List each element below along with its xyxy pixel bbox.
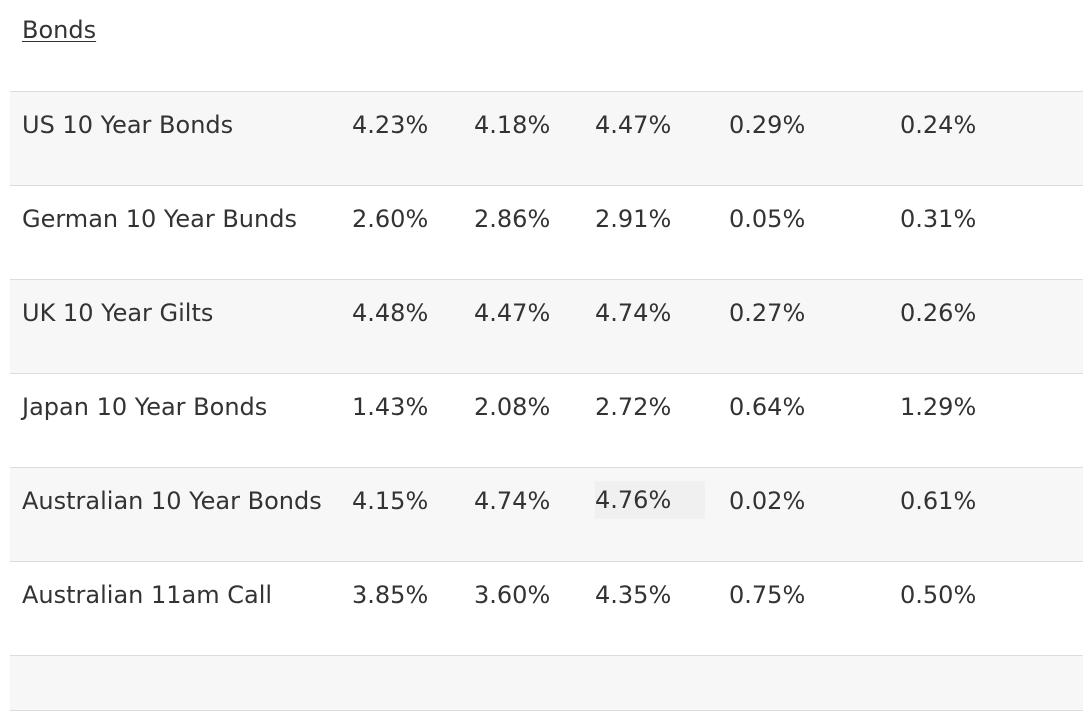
bond-value-col4: 0.64% bbox=[729, 393, 806, 421]
bond-value-col3: 4.47% bbox=[595, 111, 672, 139]
bond-value-col4: 0.27% bbox=[729, 299, 806, 327]
bond-value-col1: 4.15% bbox=[352, 487, 429, 515]
bonds-section-link[interactable]: Bonds bbox=[22, 16, 97, 44]
bond-value-col3: 2.91% bbox=[595, 205, 672, 233]
table-row: German 10 Year Bunds 2.60% 2.86% 2.91% 0… bbox=[10, 185, 1083, 279]
bond-name: German 10 Year Bunds bbox=[22, 205, 297, 233]
bond-name: US 10 Year Bonds bbox=[22, 111, 234, 139]
bond-value-col3-hovered: 4.76% bbox=[595, 481, 705, 519]
bond-value-col4: 0.05% bbox=[729, 205, 806, 233]
bond-value-col2: 3.60% bbox=[474, 581, 551, 609]
bond-value-col1: 2.60% bbox=[352, 205, 429, 233]
bond-value-col1: 3.85% bbox=[352, 581, 429, 609]
bond-value-col4: 0.75% bbox=[729, 581, 806, 609]
bond-value-col1: 1.43% bbox=[352, 393, 429, 421]
bond-value-col3: 4.74% bbox=[595, 299, 672, 327]
bond-name: Australian 11am Call bbox=[22, 581, 273, 609]
bond-value-col2: 2.08% bbox=[474, 393, 551, 421]
bond-value-col2: 4.74% bbox=[474, 487, 551, 515]
bond-name: Japan 10 Year Bonds bbox=[22, 393, 268, 421]
bond-value-col4: 0.02% bbox=[729, 487, 806, 515]
bond-value-col4: 0.29% bbox=[729, 111, 806, 139]
bond-value-col2: 4.47% bbox=[474, 299, 551, 327]
bond-value-col3: 2.72% bbox=[595, 393, 672, 421]
bond-value-col5: 0.31% bbox=[900, 205, 977, 233]
bond-value-col2: 4.18% bbox=[474, 111, 551, 139]
bond-value-col1: 4.48% bbox=[352, 299, 429, 327]
bond-name: Australian 10 Year Bonds bbox=[22, 487, 322, 515]
bond-value-col1: 4.23% bbox=[352, 111, 429, 139]
bond-name: UK 10 Year Gilts bbox=[22, 299, 214, 327]
table-row: US 10 Year Bonds 4.23% 4.18% 4.47% 0.29%… bbox=[10, 91, 1083, 185]
table-row: UK 10 Year Gilts 4.48% 4.47% 4.74% 0.27%… bbox=[10, 279, 1083, 373]
bond-value-col3: 4.35% bbox=[595, 581, 672, 609]
table-row-empty bbox=[10, 655, 1083, 711]
bond-value-col5: 0.24% bbox=[900, 111, 977, 139]
bond-value-col5: 0.61% bbox=[900, 487, 977, 515]
table-row: Australian 10 Year Bonds 4.15% 4.74% 4.7… bbox=[10, 467, 1083, 561]
bond-value-col2: 2.86% bbox=[474, 205, 551, 233]
table-row: Japan 10 Year Bonds 1.43% 2.08% 2.72% 0.… bbox=[10, 373, 1083, 467]
bond-value-col5: 0.26% bbox=[900, 299, 977, 327]
bond-value-col5: 0.50% bbox=[900, 581, 977, 609]
bond-value-col5: 1.29% bbox=[900, 393, 977, 421]
bonds-table: US 10 Year Bonds 4.23% 4.18% 4.47% 0.29%… bbox=[10, 91, 1083, 711]
table-row: Australian 11am Call 3.85% 3.60% 4.35% 0… bbox=[10, 561, 1083, 655]
